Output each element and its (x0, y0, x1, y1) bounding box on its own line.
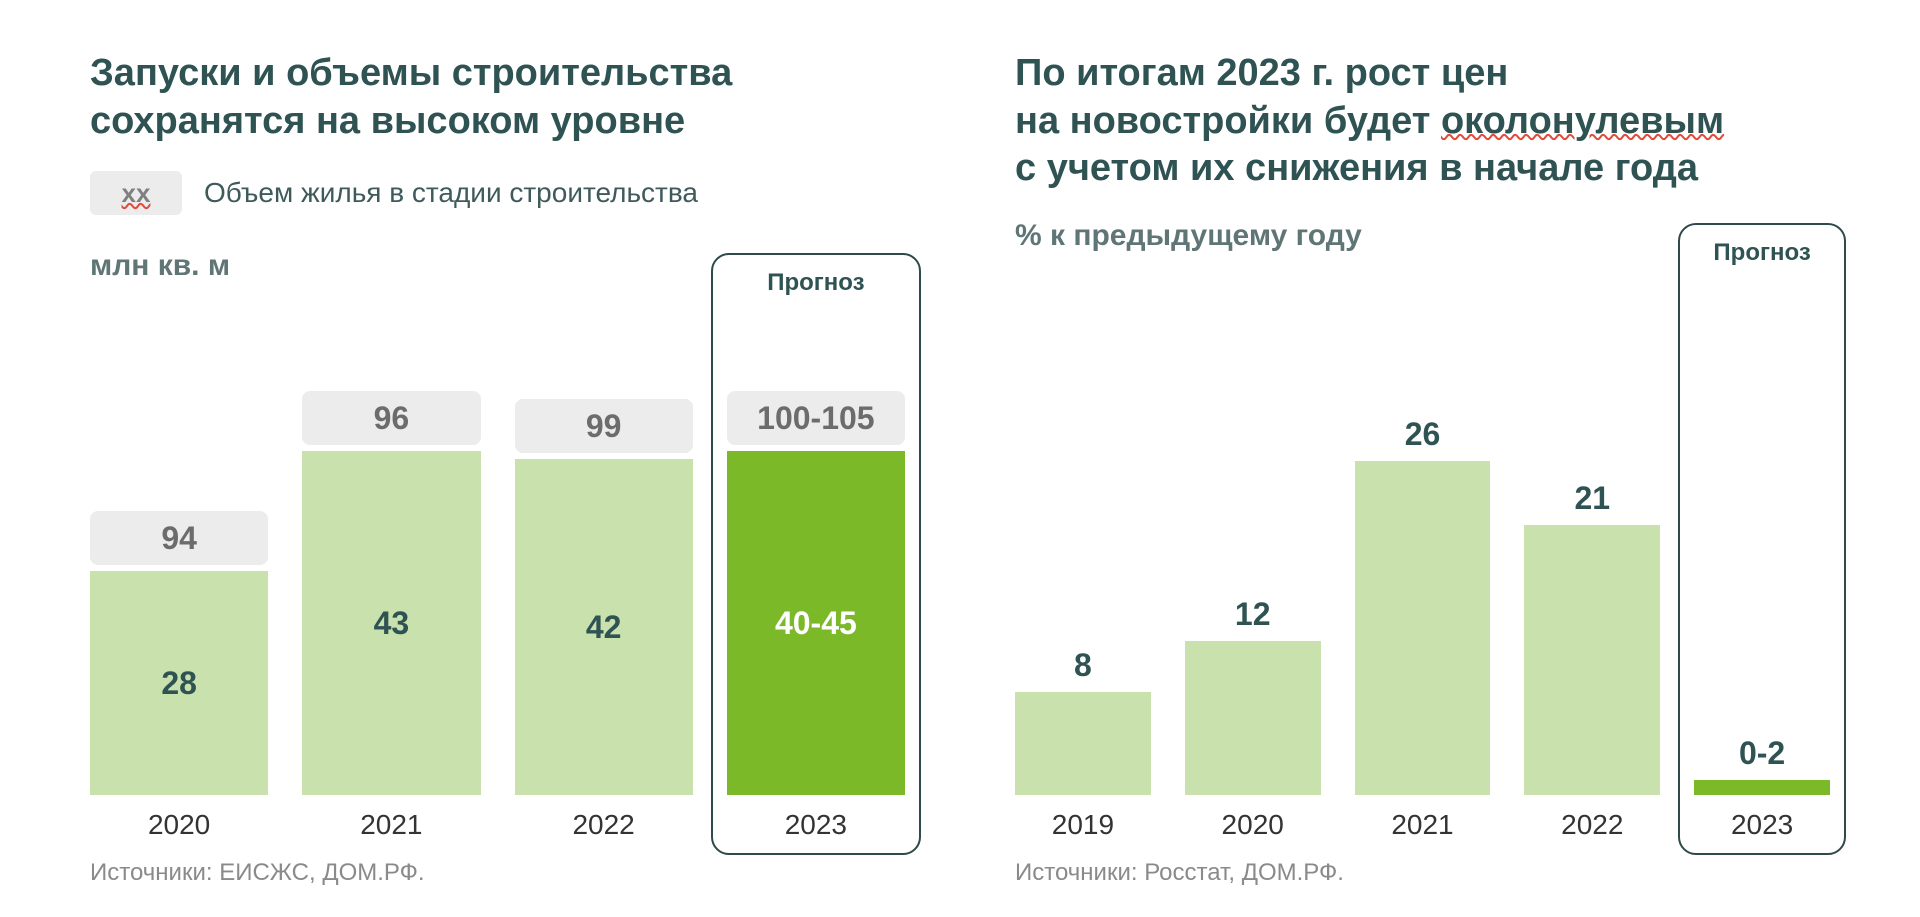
right-source: Источники: Росстат, ДОМ.РФ. (1015, 859, 1830, 887)
grey-cap: 94 (90, 511, 268, 565)
bar-top-label: 21 (1524, 480, 1660, 517)
left-title: Запуски и объемы строительства сохранятс… (90, 50, 905, 145)
category-label: 2020 (90, 809, 268, 841)
bar (1015, 692, 1151, 795)
category-label: 2022 (515, 809, 693, 841)
bar-col: 9643 (302, 311, 480, 795)
bar: 28 (90, 571, 268, 795)
left-panel: Запуски и объемы строительства сохранятс… (90, 50, 905, 887)
bar-col: 9942 (515, 311, 693, 795)
right-panel: По итогам 2023 г. рост цен на новостройк… (1015, 50, 1830, 887)
legend-swatch: хх (90, 171, 182, 215)
category-label: 2021 (1355, 809, 1491, 841)
category-label: 2023 (727, 809, 905, 841)
bar: 42 (515, 459, 693, 795)
left-source: Источники: ЕИСЖС, ДОМ.РФ. (90, 859, 905, 887)
bar: 43 (302, 451, 480, 795)
grey-cap: 99 (515, 399, 693, 453)
left-chart: 942896439942Прогноз100-10540-45 20202021… (90, 311, 905, 841)
category-label: 2022 (1524, 809, 1660, 841)
bar (1524, 525, 1660, 795)
category-label: 2019 (1015, 809, 1151, 841)
bar-col: 9428 (90, 311, 268, 795)
bar-top-label: 0-2 (1694, 735, 1830, 772)
bar-col: 26 (1355, 281, 1491, 796)
legend-text: Объем жилья в стадии строительства (204, 177, 698, 209)
right-title-line2-u: околонулевым (1441, 100, 1724, 142)
right-title-line1: По итогам 2023 г. рост цен (1015, 52, 1508, 94)
category-label: 2020 (1185, 809, 1321, 841)
forecast-label: Прогноз (1694, 239, 1830, 267)
left-title-line2: сохранятся на высоком уровне (90, 100, 685, 142)
legend-swatch-text: хх (122, 178, 151, 209)
bar (1185, 641, 1321, 795)
bar-col: 8 (1015, 281, 1151, 796)
bar-top-label: 8 (1015, 647, 1151, 684)
category-label: 2021 (302, 809, 480, 841)
right-title-line3: с учетом их снижения в начале года (1015, 147, 1698, 189)
right-title: По итогам 2023 г. рост цен на новостройк… (1015, 50, 1830, 193)
bar (1355, 461, 1491, 795)
bar-col: 21 (1524, 281, 1660, 796)
right-chart: 8 12 26 21 Прогноз0-2 2019 2020 2021 2022 2023 (1015, 281, 1830, 842)
bar (1694, 780, 1830, 795)
right-title-line2-pre: на новостройки будет (1015, 100, 1441, 142)
bar-top-label: 26 (1355, 416, 1491, 453)
bar-col: Прогноз100-10540-45 (727, 311, 905, 795)
grey-cap: 96 (302, 391, 480, 445)
bar-col: 12 (1185, 281, 1321, 796)
bar: 40-45 (727, 451, 905, 795)
forecast-label: Прогноз (727, 269, 905, 297)
grey-cap: 100-105 (727, 391, 905, 445)
left-title-line1: Запуски и объемы строительства (90, 52, 732, 94)
bar-top-label: 12 (1185, 596, 1321, 633)
bar-col: Прогноз0-2 (1694, 281, 1830, 796)
category-label: 2023 (1694, 809, 1830, 841)
legend: хх Объем жилья в стадии строительства (90, 171, 905, 215)
